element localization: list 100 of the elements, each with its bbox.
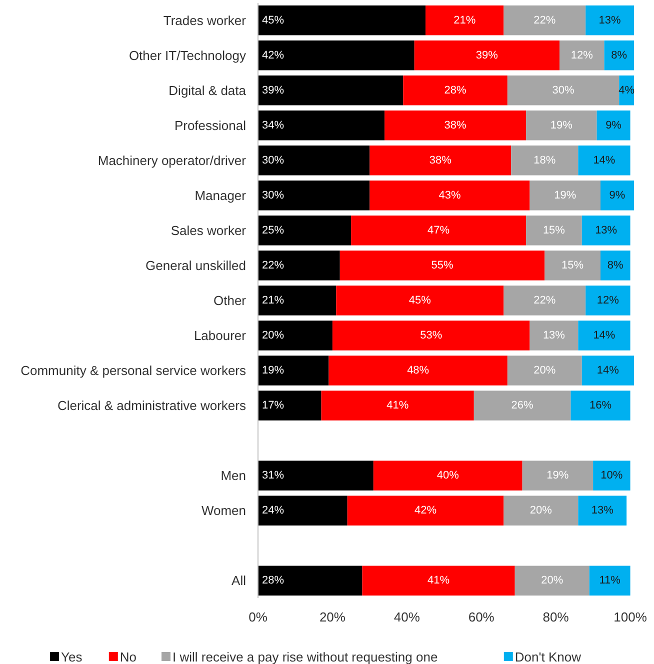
data-label: 40% [436,470,460,482]
data-label: 22% [534,294,556,306]
data-label: 8% [611,49,628,62]
data-label: 39% [476,49,498,62]
x-tick-label: 0% [248,610,268,624]
y-tick-label: All [232,573,246,588]
bar [604,40,634,70]
data-label: 21% [262,294,284,306]
data-label: 34% [262,119,284,132]
bar [426,5,504,36]
data-label: 22% [534,14,556,26]
bar [560,40,604,70]
data-label: 30% [552,84,574,96]
bar [370,180,530,210]
x-tick-label: 80% [542,610,570,624]
y-tick-label: General unskilled [146,258,246,273]
bar [570,390,630,420]
y-tick-label: Women [201,503,246,518]
data-label: 13% [595,224,618,236]
bar [258,110,385,140]
data-label: 15% [542,224,566,236]
y-tick-label: Digital & data [168,82,247,98]
bar [403,75,508,106]
x-tick-label: 100% [614,610,648,624]
data-label: 28% [262,574,284,587]
bar [600,250,630,280]
bar [593,460,630,490]
data-label: 19% [554,189,576,202]
data-label: 55% [431,259,454,272]
data-label: 10% [600,470,623,482]
bar [504,496,578,526]
legend-label: Yes [61,650,83,664]
x-tick-label: 60% [468,610,495,624]
legend-label: Don't Know [514,650,582,664]
bar [544,250,600,280]
data-label: 38% [429,154,452,166]
bar [258,390,322,420]
bar [586,5,634,36]
data-label: 18% [534,154,556,166]
data-label: 14% [593,330,616,342]
bar [414,40,560,70]
bar [258,40,414,70]
data-label: 26% [511,400,534,412]
data-label: 19% [262,364,284,377]
data-label: 11% [599,574,621,587]
bar [507,75,620,106]
bar [530,320,578,350]
bar [514,566,590,596]
data-label: 30% [262,189,284,202]
y-tick-label: Manager [194,188,247,203]
y-tick-label: Other [213,293,247,308]
data-label: 31% [262,470,284,482]
bar [328,356,508,386]
bar [258,146,370,176]
bar [370,146,512,176]
bar [596,110,630,140]
bar [589,566,630,596]
bar [582,216,630,246]
bar [258,286,336,316]
data-label: 39% [262,84,284,96]
data-label: 20% [530,504,552,517]
data-label: 19% [550,119,573,132]
data-label: 19% [546,470,569,482]
y-tick-label: Labourer [194,328,247,344]
data-label: 15% [562,259,584,272]
data-label: 20% [534,364,556,377]
data-label: 9% [606,119,622,132]
bar [258,496,348,526]
data-label: 41% [386,400,409,412]
bar [526,216,582,246]
data-label: 8% [607,259,624,272]
data-label: 13% [542,330,566,342]
bar [258,5,426,36]
bar [258,566,362,596]
data-label: 13% [591,504,614,517]
legend-label: I will receive a pay rise without requesting one [172,650,438,664]
data-label: 14% [596,364,620,377]
data-label: 21% [454,14,476,26]
data-label: 25% [262,224,284,236]
data-label: 43% [438,189,461,202]
legend-label: No [120,650,137,664]
x-tick-label: 20% [319,610,346,624]
bar [373,460,522,490]
bar [321,390,474,420]
bar [530,180,600,210]
data-label: 20% [262,330,284,342]
y-tick-label: Men [220,468,246,484]
bar [507,356,582,386]
bar [340,250,545,280]
y-tick-label: Sales worker [170,222,247,238]
bar [347,496,504,526]
data-label: 42% [262,49,284,62]
data-label: 17% [262,400,284,412]
data-label: 13% [598,14,622,26]
data-label: 20% [541,574,564,587]
y-tick-label: Professional [174,118,246,133]
bar [258,320,332,350]
data-label: 14% [593,154,616,166]
data-label: 12% [596,294,620,306]
bar [526,110,597,140]
